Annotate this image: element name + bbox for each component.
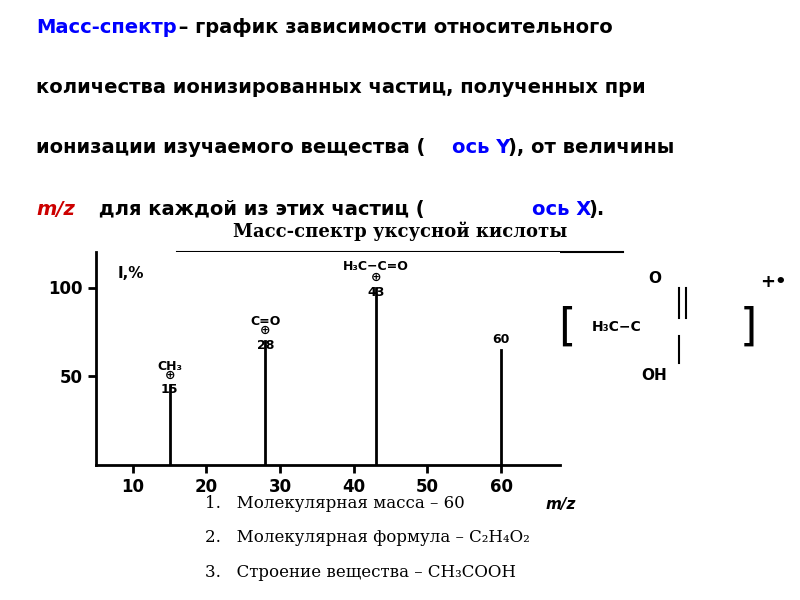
Text: ]: ] [740, 305, 757, 349]
Text: ось Y: ось Y [452, 137, 510, 157]
Text: – график зависимости относительного: – график зависимости относительного [172, 18, 613, 37]
Text: m/z: m/z [546, 497, 576, 512]
Text: H₃C−C: H₃C−C [592, 320, 642, 334]
Text: C=O: C=O [250, 316, 281, 328]
Text: +•: +• [760, 273, 786, 291]
Text: ⊕: ⊕ [370, 271, 381, 284]
Text: CH₃: CH₃ [157, 359, 182, 373]
Text: [: [ [558, 305, 576, 349]
Text: O: O [648, 271, 661, 286]
Text: ), от величины: ), от величины [508, 137, 674, 157]
Text: 43: 43 [367, 286, 385, 299]
Text: количества ионизированных частиц, полученных при: количества ионизированных частиц, получе… [36, 78, 646, 97]
Text: ⊕: ⊕ [260, 324, 270, 337]
Text: ионизации изучаемого вещества (: ионизации изучаемого вещества ( [36, 137, 426, 157]
Text: 2.   Молекулярная формула – C₂H₄O₂: 2. Молекулярная формула – C₂H₄O₂ [205, 529, 530, 546]
Text: 28: 28 [257, 339, 274, 352]
Text: m/z: m/z [36, 200, 75, 219]
Text: 1.   Молекулярная масса – 60: 1. Молекулярная масса – 60 [205, 494, 465, 512]
Text: Масс-спектр: Масс-спектр [36, 18, 177, 37]
Text: OH: OH [642, 367, 667, 383]
Text: ⊕: ⊕ [165, 368, 175, 382]
Text: для каждой из этих частиц (: для каждой из этих частиц ( [92, 200, 425, 219]
Text: H₃C−C=O: H₃C−C=O [343, 260, 409, 274]
Text: ).: ). [588, 200, 604, 219]
Text: ось X: ось X [532, 200, 591, 219]
Text: I,%: I,% [118, 266, 145, 281]
Text: 60: 60 [492, 333, 510, 346]
Text: 3.   Строение вещества – CH₃COOH: 3. Строение вещества – CH₃COOH [205, 564, 516, 581]
Text: Масс-спектр уксусной кислоты: Масс-спектр уксусной кислоты [233, 222, 567, 241]
Text: 15: 15 [161, 383, 178, 397]
